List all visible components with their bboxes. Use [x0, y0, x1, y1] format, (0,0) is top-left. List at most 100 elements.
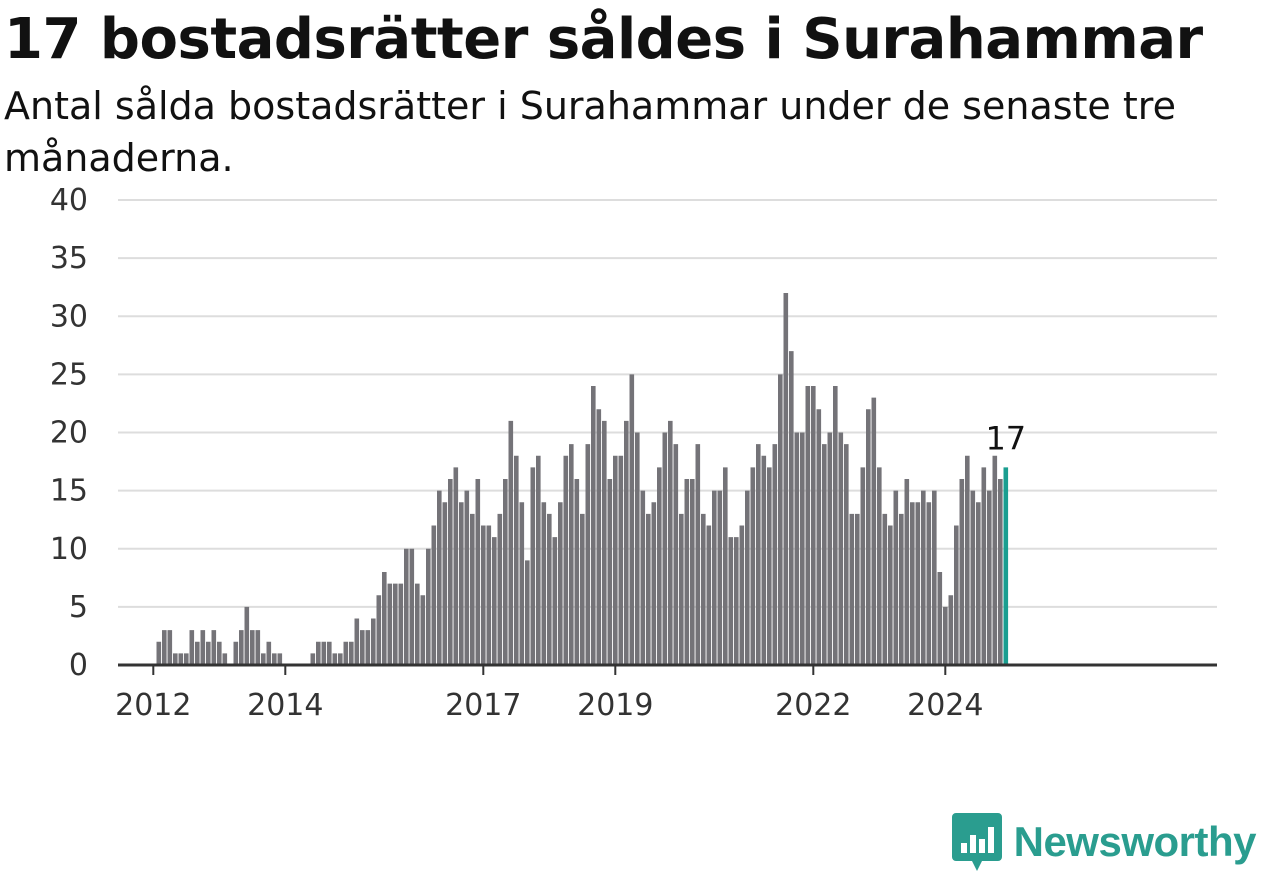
bar [871, 397, 877, 665]
x-axis: 2012 2014 2017 2019 2022 2024 [115, 663, 1217, 723]
bar [426, 548, 431, 665]
brand-logo: Newsworthy [951, 813, 1257, 871]
bar [156, 641, 162, 665]
bar [552, 537, 558, 665]
bar [343, 641, 349, 665]
y-tick-label: 0 [69, 648, 88, 683]
x-tick-label: 2019 [577, 688, 653, 723]
bar [525, 560, 530, 665]
y-tick-label: 35 [50, 241, 88, 276]
bar [860, 467, 866, 665]
bar [536, 455, 541, 665]
bar [404, 548, 409, 665]
grid-lines [118, 199, 1217, 608]
bar [266, 641, 272, 665]
bar [354, 618, 360, 665]
bar [937, 572, 943, 665]
bar [805, 386, 811, 665]
bar [475, 479, 481, 665]
bar [816, 409, 822, 665]
bar [206, 641, 211, 665]
bar [448, 479, 453, 665]
bar [184, 653, 189, 665]
bar [965, 455, 970, 665]
bar [745, 490, 750, 665]
bar [954, 525, 959, 665]
bar [327, 641, 332, 665]
bar [877, 467, 882, 665]
bar [178, 653, 184, 665]
bar [200, 630, 206, 665]
bar [750, 467, 756, 665]
bar [695, 444, 701, 665]
chart-subtitle: Antal sålda bostadsrätter i Surahammar u… [4, 84, 1176, 180]
bar [921, 490, 926, 665]
bar [481, 525, 486, 665]
bar [943, 606, 948, 665]
bar [910, 502, 915, 665]
bar [866, 409, 871, 665]
chart-title: 17 bostadsrätter såldes i Surahammar [4, 7, 1203, 72]
bar [635, 432, 640, 665]
bar [904, 479, 910, 665]
bar [761, 455, 767, 665]
bar [712, 490, 717, 665]
bar [970, 490, 976, 665]
bar [602, 420, 607, 665]
bar [629, 374, 635, 665]
y-tick-label: 20 [50, 416, 88, 451]
y-tick-label: 40 [50, 183, 88, 218]
bar [646, 513, 651, 665]
bar [800, 432, 805, 665]
bar [261, 653, 266, 665]
bar [613, 455, 618, 665]
bar [541, 502, 547, 665]
bar [882, 513, 888, 665]
bar [684, 479, 690, 665]
bar [387, 583, 393, 665]
bar [464, 490, 470, 665]
bar [453, 467, 459, 665]
bar [778, 374, 783, 665]
bar [393, 583, 398, 665]
bar [277, 653, 283, 665]
bar [701, 513, 706, 665]
bar [723, 467, 728, 665]
bar [849, 513, 855, 665]
bar [409, 548, 415, 665]
bar [717, 490, 723, 665]
bar [651, 502, 657, 665]
bar [250, 630, 255, 665]
bar-chart: 0 5 10 15 20 25 30 35 40 2012 2014 2017 2019 2022 202… [50, 183, 1217, 723]
bar [607, 479, 613, 665]
bar [211, 630, 217, 665]
x-tick-label: 2017 [445, 688, 521, 723]
bar [492, 537, 497, 665]
bar [662, 432, 668, 665]
bar [948, 595, 954, 665]
bar [310, 653, 316, 665]
bar [992, 455, 998, 665]
bar [316, 641, 321, 665]
newsworthy-logo-icon [951, 813, 1002, 871]
bar [679, 513, 684, 665]
x-tick-label: 2014 [247, 688, 323, 723]
bar [668, 420, 673, 665]
bar [838, 432, 844, 665]
bar [167, 630, 173, 665]
bar [728, 537, 734, 665]
bar [497, 513, 503, 665]
x-tick-label: 2012 [115, 688, 191, 723]
bar [855, 513, 860, 665]
bar [756, 444, 761, 665]
bar [596, 409, 602, 665]
bar [437, 490, 442, 665]
bar [459, 502, 464, 665]
bar [547, 513, 552, 665]
bar [162, 630, 167, 665]
bar [431, 525, 437, 665]
bar [640, 490, 646, 665]
bar [442, 502, 448, 665]
x-tick-label: 2022 [775, 688, 851, 723]
bar [585, 444, 591, 665]
